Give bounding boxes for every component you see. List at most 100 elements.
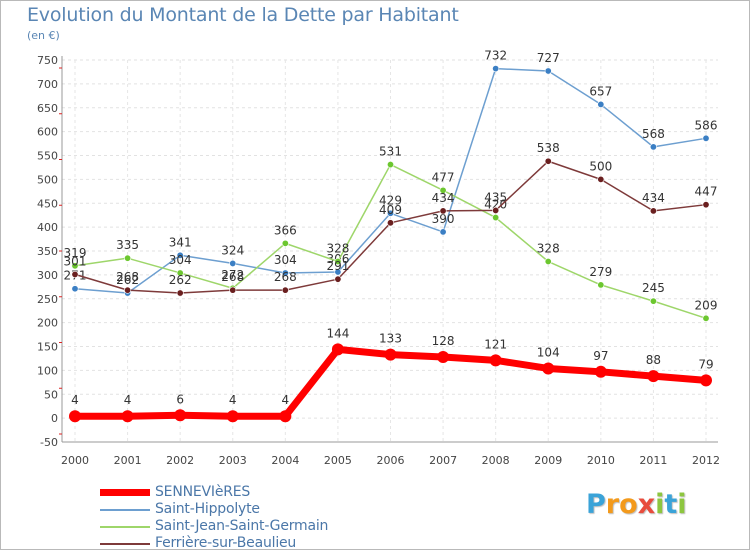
data-point-ferriere-sur-beaulieu (71, 270, 79, 278)
x-tick-label-2004: 2004 (271, 454, 299, 467)
y-tick-label-300: 300 (37, 269, 58, 282)
legend-swatch-ferriere-sur-beaulieu (100, 543, 150, 545)
proxiti-logo: Proxiti (586, 489, 687, 520)
data-point-saint-jean-saint-germain (492, 214, 500, 222)
data-label-ferriere-sur-beaulieu: 262 (169, 273, 192, 287)
data-point-sennevieres (489, 354, 502, 367)
proxiti-logo-letter: r (605, 489, 620, 520)
data-label-sennevieres: 79 (698, 357, 713, 371)
data-label-saint-hippolyte: 732 (484, 49, 507, 63)
data-point-ferriere-sur-beaulieu (702, 201, 710, 209)
data-label-ferriere-sur-beaulieu: 538 (537, 141, 560, 155)
data-point-saint-hippolyte (649, 143, 657, 151)
data-point-sennevieres (647, 370, 660, 383)
proxiti-logo-letter: x (637, 489, 656, 520)
data-point-saint-jean-saint-germain (176, 269, 184, 277)
data-label-saint-jean-saint-germain: 420 (484, 198, 507, 212)
data-point-saint-jean-saint-germain (281, 239, 289, 247)
data-label-ferriere-sur-beaulieu: 434 (432, 191, 455, 205)
y-tick-label-450: 450 (37, 197, 58, 210)
data-point-sennevieres (279, 410, 292, 423)
data-label-sennevieres: 4 (229, 393, 237, 407)
data-point-ferriere-sur-beaulieu (492, 206, 500, 214)
data-point-ferriere-sur-beaulieu (176, 289, 184, 297)
data-label-ferriere-sur-beaulieu: 301 (64, 254, 87, 268)
y-tick-label-0: 0 (51, 412, 58, 425)
data-label-saint-hippolyte: 390 (432, 212, 455, 226)
data-point-saint-hippolyte (281, 269, 289, 277)
y-tick-label-550: 550 (37, 150, 58, 163)
data-point-sennevieres (331, 343, 344, 356)
data-point-saint-hippolyte (492, 65, 500, 73)
legend-item-sennevieres: SENNEVIèRES (100, 484, 360, 501)
data-point-saint-hippolyte (386, 209, 394, 217)
data-point-saint-jean-saint-germain (702, 314, 710, 322)
legend-item-saint-hippolyte: Saint-Hippolyte (100, 501, 360, 518)
y-tick-label-650: 650 (37, 102, 58, 115)
data-point-ferriere-sur-beaulieu (124, 286, 132, 294)
data-point-saint-hippolyte (439, 228, 447, 236)
data-point-saint-hippolyte (702, 134, 710, 142)
x-tick-label-2011: 2011 (639, 454, 667, 467)
data-point-ferriere-sur-beaulieu (386, 219, 394, 227)
data-label-saint-jean-saint-germain: 531 (379, 145, 402, 159)
data-label-sennevieres: 128 (432, 334, 455, 348)
legend-label-saint-hippolyte: Saint-Hippolyte (155, 501, 260, 517)
data-point-saint-jean-saint-germain (597, 281, 605, 289)
data-point-saint-jean-saint-germain (439, 186, 447, 194)
data-label-saint-jean-saint-germain: 319 (64, 246, 87, 260)
x-tick-label-2006: 2006 (377, 454, 405, 467)
x-tick-label-2009: 2009 (534, 454, 562, 467)
x-tick-label-2001: 2001 (114, 454, 142, 467)
data-label-ferriere-sur-beaulieu: 500 (589, 159, 612, 173)
data-label-ferriere-sur-beaulieu: 409 (379, 203, 402, 217)
data-label-saint-hippolyte: 304 (274, 253, 297, 267)
y-tick-label--50: -50 (40, 436, 58, 449)
legend-label-sennevieres: SENNEVIèRES (155, 484, 251, 500)
data-label-saint-jean-saint-germain: 209 (695, 298, 718, 312)
data-label-saint-jean-saint-germain: 304 (169, 253, 192, 267)
proxiti-logo-letter: o (619, 489, 638, 520)
y-tick-label-500: 500 (37, 173, 58, 186)
data-point-sennevieres (384, 348, 397, 361)
data-label-saint-hippolyte: 324 (221, 243, 244, 257)
x-tick-label-2002: 2002 (166, 454, 194, 467)
y-tick-label-600: 600 (37, 126, 58, 139)
data-point-sennevieres (542, 362, 555, 375)
data-label-sennevieres: 133 (379, 332, 402, 346)
data-label-sennevieres: 104 (537, 345, 560, 359)
data-label-saint-hippolyte: 657 (589, 84, 612, 98)
data-point-saint-hippolyte (229, 259, 237, 267)
data-label-sennevieres: 144 (326, 326, 349, 340)
data-point-sennevieres (437, 351, 450, 364)
chart-legend: SENNEVIèRES Saint-Hippolyte Saint-Jean-S… (100, 484, 360, 552)
data-label-saint-jean-saint-germain: 328 (326, 242, 349, 256)
data-point-ferriere-sur-beaulieu (229, 286, 237, 294)
legend-item-saint-jean-saint-germain: Saint-Jean-Saint-Germain (100, 518, 360, 535)
legend-swatch-saint-hippolyte (100, 509, 150, 511)
x-tick-label-2010: 2010 (587, 454, 615, 467)
x-tick-label-2000: 2000 (61, 454, 89, 467)
proxiti-logo-letter: t (664, 489, 678, 520)
data-label-sennevieres: 121 (484, 337, 507, 351)
data-label-saint-jean-saint-germain: 245 (642, 281, 665, 295)
legend-item-ferriere-sur-beaulieu: Ferrière-sur-Beaulieu (100, 535, 360, 552)
data-label-saint-jean-saint-germain: 328 (537, 242, 560, 256)
data-point-sennevieres (174, 409, 187, 422)
x-tick-label-2005: 2005 (324, 454, 352, 467)
data-point-saint-jean-saint-germain (386, 161, 394, 169)
data-point-ferriere-sur-beaulieu (439, 207, 447, 215)
data-label-saint-hippolyte: 262 (116, 273, 139, 287)
x-tick-label-2012: 2012 (692, 454, 720, 467)
x-tick-label-2007: 2007 (429, 454, 457, 467)
data-label-ferriere-sur-beaulieu: 291 (326, 259, 349, 273)
y-tick-label-250: 250 (37, 293, 58, 306)
data-point-sennevieres (121, 410, 134, 423)
data-label-saint-hippolyte: 341 (169, 235, 192, 249)
data-point-ferriere-sur-beaulieu (649, 207, 657, 215)
y-tick-label-700: 700 (37, 78, 58, 91)
data-point-saint-jean-saint-germain (124, 254, 132, 262)
data-label-saint-hippolyte: 568 (642, 127, 665, 141)
data-point-saint-hippolyte (544, 67, 552, 75)
